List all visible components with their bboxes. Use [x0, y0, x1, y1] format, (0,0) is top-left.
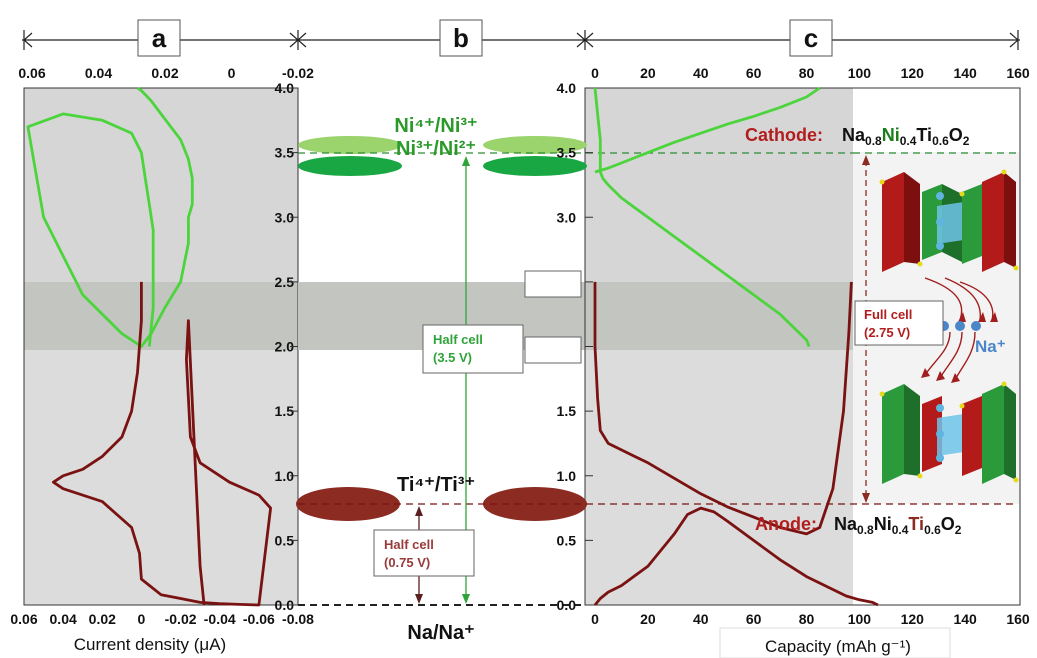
bottom-current-tick-label: 0.06	[10, 611, 37, 627]
voltage-tick-label-c: 1.5	[557, 403, 577, 419]
ni3-ellipse-right	[483, 156, 587, 176]
top-current-tick-label: 0	[228, 65, 236, 81]
capacity-curve-0	[593, 87, 811, 348]
bottom-current-tick-label: 0.02	[89, 611, 116, 627]
bottom-current-tick-label: 0.04	[50, 611, 77, 627]
full-cell-box: Full cell (2.75 V)	[854, 300, 944, 346]
na-reference-label: Na/Na⁺	[407, 622, 474, 644]
crystal-structure-top	[879, 169, 1019, 272]
capacity-curve-1	[594, 86, 821, 174]
capacity-curve-3	[593, 506, 879, 607]
capacity-curve-2	[593, 281, 853, 536]
panel-label-a: a	[152, 23, 167, 53]
ni4-ellipse-left	[298, 136, 402, 154]
ti4-ti3-label: Ti⁴⁺/Ti³⁺	[397, 474, 475, 496]
bottom-capacity-tick-label: 100	[848, 611, 872, 627]
tick-box-2-0	[524, 336, 582, 364]
bottom-capacity-tick-label: 140	[953, 611, 977, 627]
voltage-tick-label-c: 3.5	[557, 145, 577, 161]
svg-text:Cathode:: Cathode:	[745, 125, 823, 145]
capacity-axis-label: Capacity (mAh g⁻¹)	[765, 637, 911, 656]
data-curves	[26, 86, 879, 607]
na-ions	[939, 321, 981, 331]
voltage-tick-label-c: 0.5	[557, 532, 577, 548]
panel-a-background	[23, 87, 299, 606]
top-capacity-tick-label: 80	[799, 65, 815, 81]
bottom-capacity-tick-label: 20	[640, 611, 656, 627]
panel-labels: a b c	[137, 19, 833, 57]
voltage-tick-label-c: 1.0	[557, 468, 577, 484]
ni4-ni3-label: Ni⁴⁺/Ni³⁺	[394, 115, 477, 137]
capacity-label-box	[719, 627, 951, 658]
top-current-tick-label: 0.02	[151, 65, 178, 81]
voltage-tick-label-a: 0.5	[275, 532, 295, 548]
ion-migration-arrows	[921, 277, 998, 383]
top-current-tick-label: 0.04	[85, 65, 112, 81]
cv-curve-1	[52, 281, 273, 607]
bottom-capacity-tick-label: 60	[746, 611, 762, 627]
cv-curve-0	[26, 86, 194, 348]
svg-text:Anode:: Anode:	[755, 514, 817, 534]
bottom-current-tick-label: -0.06	[243, 611, 275, 627]
svg-text:Half cell: Half cell	[433, 332, 483, 347]
panel-label-c: c	[804, 23, 818, 53]
svg-text:Na0.8Ni0.4Ti0.6O2: Na0.8Ni0.4Ti0.6O2	[842, 125, 970, 148]
ni4-ellipse-right	[483, 136, 587, 154]
bottom-current-tick-label: -0.02	[165, 611, 197, 627]
bottom-capacity-tick-label: 160	[1006, 611, 1030, 627]
tick-box-2-5	[524, 270, 582, 298]
voltage-tick-label-a: 0.0	[275, 597, 295, 613]
top-capacity-tick-label: 0	[591, 65, 599, 81]
voltage-tick-label-a: 2.0	[275, 339, 295, 355]
top-capacity-tick-label: 160	[1006, 65, 1030, 81]
bottom-capacity-tick-label: 120	[901, 611, 925, 627]
top-capacity-tick-label: 120	[901, 65, 925, 81]
ni3-ni2-label: Ni³⁺/Ni²⁺	[396, 138, 476, 160]
voltage-tick-label-a: 1.0	[275, 468, 295, 484]
bottom-current-tick-label: -0.08	[282, 611, 314, 627]
na-ion-label: Na⁺	[975, 337, 1006, 356]
top-capacity-tick-label: 20	[640, 65, 656, 81]
half-cell-red-box: Half cell (0.75 V)	[373, 529, 475, 577]
voltage-tick-label-a: 4.0	[275, 80, 295, 96]
svg-text:(2.75 V): (2.75 V)	[864, 325, 910, 340]
svg-text:Na0.8Ni0.4Ti0.6O2: Na0.8Ni0.4Ti0.6O2	[834, 514, 962, 537]
anode-formula: Anode: Na0.8Ni0.4Ti0.6O2	[755, 514, 962, 537]
svg-text:(0.75 V): (0.75 V)	[384, 555, 430, 570]
axis-ticks: 4.04.03.53.53.03.02.52.52.02.01.51.51.01…	[10, 65, 1030, 627]
voltage-tick-label-c: 4.0	[557, 80, 577, 96]
top-capacity-tick-label: 40	[693, 65, 709, 81]
svg-text:Half cell: Half cell	[384, 537, 434, 552]
voltage-tick-label-a: 2.5	[275, 274, 295, 290]
current-density-axis-label: Current density (μA)	[74, 635, 226, 654]
redox-ellipses	[296, 136, 587, 521]
top-capacity-tick-label: 140	[953, 65, 977, 81]
top-current-tick-label: 0.06	[18, 65, 45, 81]
ni3-ellipse-left	[298, 156, 402, 176]
voltage-tick-label-a: 3.0	[275, 209, 295, 225]
top-capacity-tick-label: 100	[848, 65, 872, 81]
top-capacity-tick-label: 60	[746, 65, 762, 81]
svg-text:Full cell: Full cell	[864, 307, 912, 322]
panel-label-b: b	[453, 23, 469, 53]
voltage-tick-label-a: 3.5	[275, 145, 295, 161]
bottom-capacity-tick-label: 40	[693, 611, 709, 627]
half-cell-arrows	[415, 155, 870, 604]
crystal-structure-bottom	[879, 381, 1019, 484]
half-cell-green-box: Half cell (3.5 V)	[422, 324, 524, 374]
bottom-current-tick-label: -0.04	[204, 611, 236, 627]
bottom-capacity-tick-label: 0	[591, 611, 599, 627]
svg-text:(3.5 V): (3.5 V)	[433, 350, 472, 365]
dashed-lines	[298, 152, 1018, 606]
voltage-tick-label-c: 3.0	[557, 209, 577, 225]
ti-ellipse-right	[483, 487, 587, 521]
voltage-tick-label-c: 0.0	[557, 597, 577, 613]
voltage-tick-label-a: 1.5	[275, 403, 295, 419]
bottom-current-tick-label: 0	[138, 611, 146, 627]
cathode-formula: Cathode: Na0.8Ni0.4Ti0.6O2	[745, 125, 970, 148]
dimension-line	[22, 30, 1020, 50]
top-current-tick-label: -0.02	[282, 65, 314, 81]
bottom-capacity-tick-label: 80	[799, 611, 815, 627]
